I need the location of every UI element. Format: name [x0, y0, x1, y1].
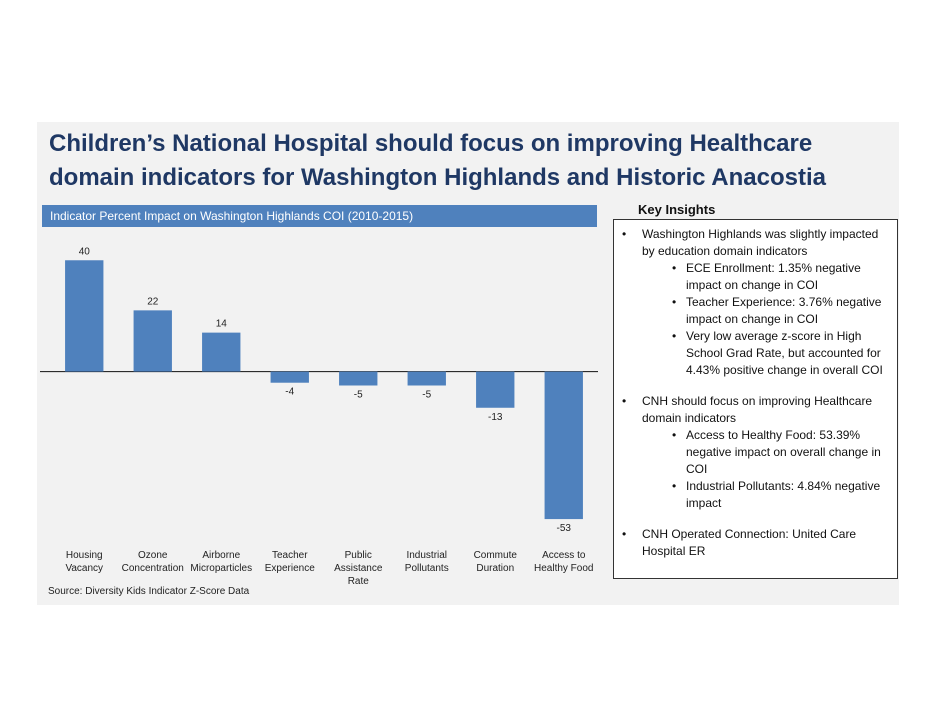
insights-list: Washington Highlands was slightly impact… — [622, 226, 891, 560]
insight-sublist: Access to Healthy Food: 53.39% negative … — [642, 427, 891, 512]
data-label-5: -5 — [422, 390, 431, 401]
category-label-2: Airborne Microparticles — [190, 550, 252, 574]
bar-6 — [476, 371, 515, 408]
page-title: Children’s National Hospital should focu… — [49, 127, 889, 195]
insight-subitem: Industrial Pollutants: 4.84% negative im… — [656, 478, 891, 512]
data-label-2: 14 — [216, 319, 228, 330]
data-label-4: -5 — [354, 390, 363, 401]
insight-subitem: ECE Enrollment: 1.35% negative impact on… — [656, 260, 891, 294]
data-label-6: -13 — [488, 412, 503, 423]
category-label-0: Housing Vacancy — [65, 550, 103, 574]
insight-text: CNH should focus on improving Healthcare… — [642, 394, 873, 425]
category-label-3: Teacher Experience — [265, 550, 315, 574]
insight-subitem: Access to Healthy Food: 53.39% negative … — [656, 427, 891, 478]
title-line-2: domain indicators for Washington Highlan… — [49, 164, 826, 191]
insights-panel: Washington Highlands was slightly impact… — [613, 219, 898, 579]
insight-item: Washington Highlands was slightly impact… — [622, 226, 891, 379]
category-label-1: Ozone Concentration — [122, 550, 184, 574]
chart-header: Indicator Percent Impact on Washington H… — [42, 205, 597, 227]
title-line-1: Children’s National Hospital should focu… — [49, 130, 813, 157]
insight-sublist: ECE Enrollment: 1.35% negative impact on… — [642, 260, 891, 379]
bar-4 — [339, 371, 378, 386]
insight-item: CNH should focus on improving Healthcare… — [622, 393, 891, 512]
bar-chart: 40 Housing Vacancy 22 Ozone Concentration 14 Ai… — [40, 246, 598, 587]
bar-1 — [133, 310, 172, 372]
bar-2 — [202, 332, 241, 372]
insight-subitem: Very low average z-score in High School … — [656, 328, 891, 379]
insight-text: CNH Operated Connection: United Care Hos… — [642, 527, 857, 558]
insights-title: Key Insights — [638, 202, 716, 217]
bar-7 — [544, 371, 583, 520]
data-label-3: -4 — [285, 387, 294, 398]
bar-3 — [270, 371, 309, 383]
category-label-4: Public Assistance Rate — [334, 550, 383, 587]
category-label-5: Industrial Pollutants — [405, 550, 449, 574]
bar-5 — [407, 371, 446, 386]
insight-item: CNH Operated Connection: United Care Hos… — [622, 526, 891, 560]
source-note: Source: Diversity Kids Indicator Z-Score… — [48, 586, 250, 597]
insight-subitem: Teacher Experience: 3.76% negative impac… — [656, 294, 891, 328]
data-label-7: -53 — [557, 523, 572, 534]
bar-0 — [65, 260, 104, 372]
category-label-7: Access to Healthy Food — [534, 550, 593, 574]
data-label-0: 40 — [79, 246, 91, 257]
data-label-1: 22 — [147, 296, 159, 307]
category-label-6: Commute Duration — [474, 550, 518, 574]
insight-text: Washington Highlands was slightly impact… — [642, 227, 879, 258]
